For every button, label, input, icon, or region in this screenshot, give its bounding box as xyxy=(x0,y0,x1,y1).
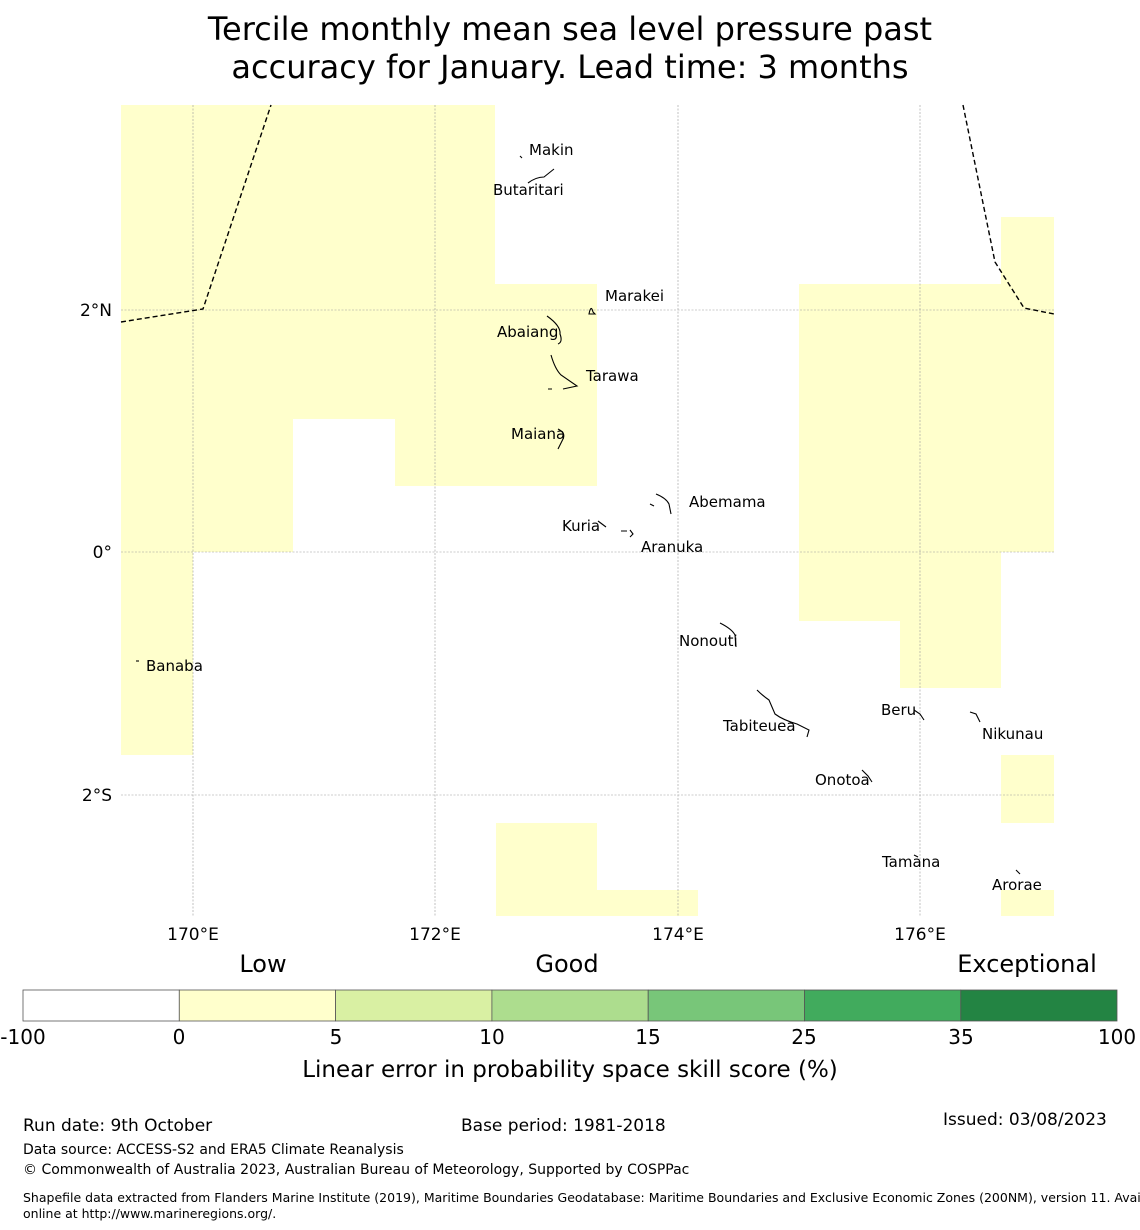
place-label-tabiteuea: Tabiteuea xyxy=(722,717,796,735)
gridlines xyxy=(121,105,1054,916)
copyright-notice: © Commonwealth of Australia 2023, Austra… xyxy=(23,1162,690,1178)
place-label-marakei: Marakei xyxy=(605,287,664,305)
place-labels: Makin Butaritari Marakei Abaiang Tarawa … xyxy=(146,141,1043,894)
place-label-abemama: Abemama xyxy=(689,493,766,511)
colorbar-swatch-4 xyxy=(491,989,649,1022)
chart-title: Tercile monthly mean sea level pressure … xyxy=(0,10,1140,86)
skill-region-north-west xyxy=(121,105,597,755)
place-label-onotoa: Onotoa xyxy=(815,771,870,789)
colorbar-swatch-7 xyxy=(960,989,1118,1022)
colorbar-swatch-5 xyxy=(647,989,805,1022)
lon-tick-174: 174°E xyxy=(652,925,704,945)
map-panel xyxy=(120,104,1055,916)
colorbar-swatch-2 xyxy=(178,989,337,1022)
place-label-maiana: Maiana xyxy=(511,425,565,443)
skill-region-far-south-east xyxy=(1001,890,1054,916)
place-label-nonouti: Nonouti xyxy=(679,632,738,650)
colorbar-tick-0: 0 xyxy=(173,1025,186,1049)
place-label-nikunau: Nikunau xyxy=(982,725,1043,743)
colorbar-swatch-1 xyxy=(22,989,180,1022)
colorbar-tick-10: 10 xyxy=(479,1025,504,1049)
lon-tick-172: 172°E xyxy=(409,925,461,945)
data-source: Data source: ACCESS-S2 and ERA5 Climate … xyxy=(23,1142,404,1158)
island-outlines xyxy=(136,155,1021,875)
colorbar-tick-5: 5 xyxy=(330,1025,343,1049)
lat-tick-2s: 2°S xyxy=(82,786,112,806)
shapefile-credit-line-2: online at http://www.marineregions.org/. xyxy=(23,1206,277,1221)
place-label-tamana: Tamana xyxy=(881,853,940,871)
colorbar-label: Linear error in probability space skill … xyxy=(302,1057,838,1083)
lon-ticks: 170°E 172°E 174°E 176°E xyxy=(167,925,946,945)
eez-boundary-east xyxy=(962,104,1055,315)
eez-boundaries xyxy=(120,104,1055,323)
place-label-arorae: Arorae xyxy=(992,876,1042,894)
lat-ticks: 2°N 0° 2°S xyxy=(80,301,112,806)
place-label-aranuka: Aranuka xyxy=(641,538,703,556)
colorbar-category-exceptional: Exceptional xyxy=(957,950,1097,978)
colorbar-tick-15: 15 xyxy=(635,1025,660,1049)
place-label-tarawa: Tarawa xyxy=(585,367,639,385)
title-line-1: Tercile monthly mean sea level pressure … xyxy=(207,10,933,48)
skill-region-south-east xyxy=(1001,755,1054,823)
skill-region-south xyxy=(496,823,698,916)
base-period: Base period: 1981-2018 xyxy=(461,1116,666,1136)
colorbar-swatch-6 xyxy=(804,989,962,1022)
colorbar-category-good: Good xyxy=(535,950,598,978)
colorbar-swatch-3 xyxy=(335,989,493,1022)
run-date: Run date: 9th October xyxy=(23,1116,213,1136)
lon-tick-170: 170°E xyxy=(167,925,219,945)
shapefile-credit: Shapefile data extracted from Flanders M… xyxy=(23,1190,1140,1222)
colorbar-tick-minus100: -100 xyxy=(0,1025,45,1049)
colorbar xyxy=(22,989,1118,1022)
place-label-beru: Beru xyxy=(881,701,916,719)
eez-boundary-west xyxy=(120,104,272,323)
lat-tick-0: 0° xyxy=(93,543,112,563)
lon-tick-176: 176°E xyxy=(894,925,946,945)
skill-region-east xyxy=(799,217,1054,688)
place-label-banaba: Banaba xyxy=(146,657,203,675)
colorbar-tick-35: 35 xyxy=(948,1025,973,1049)
colorbar-ticks: -100 0 5 10 15 25 35 100 xyxy=(0,1025,1136,1049)
place-label-butaritari: Butaritari xyxy=(493,181,564,199)
title-line-2: accuracy for January. Lead time: 3 month… xyxy=(231,48,909,86)
colorbar-tick-100: 100 xyxy=(1098,1025,1136,1049)
lat-tick-2n: 2°N xyxy=(80,301,112,321)
colorbar-tick-25: 25 xyxy=(791,1025,816,1049)
issued-date: Issued: 03/08/2023 xyxy=(943,1110,1107,1130)
skill-regions xyxy=(121,105,1054,916)
place-label-kuria: Kuria xyxy=(562,517,600,535)
place-label-abaiang: Abaiang xyxy=(497,323,558,341)
shapefile-credit-line-1: Shapefile data extracted from Flanders M… xyxy=(23,1190,1140,1205)
colorbar-categories: Low Good Exceptional xyxy=(239,950,1096,978)
colorbar-category-low: Low xyxy=(239,950,286,978)
place-label-makin: Makin xyxy=(529,141,574,159)
